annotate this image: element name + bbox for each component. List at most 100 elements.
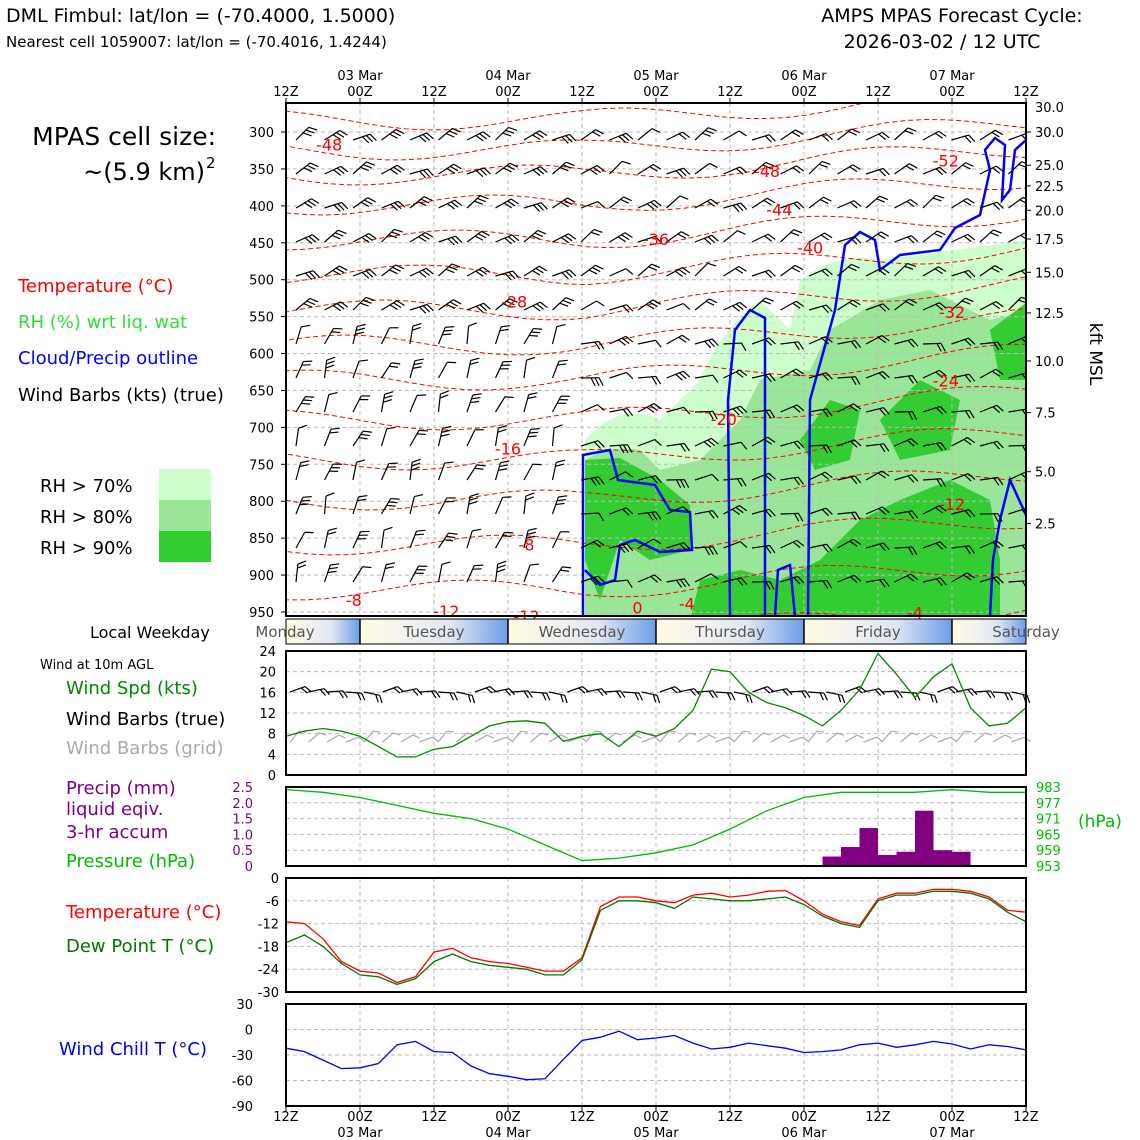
wind-barb-245: [580, 440, 605, 449]
barb-shaft: [979, 301, 997, 311]
barb-flag: [964, 410, 971, 419]
barb-shaft: [494, 564, 499, 583]
barb-flag: [905, 301, 914, 307]
barb-shaft: [381, 300, 398, 311]
barb-flag: [329, 431, 339, 434]
barb-flag: [826, 580, 833, 589]
true-barb-flag: [323, 688, 330, 696]
barb-flag: [740, 441, 748, 450]
wind-barb-37: [580, 165, 605, 175]
wind-barb-65: [637, 199, 662, 210]
true-barb-flag: [434, 690, 441, 698]
barb-shaft: [837, 376, 856, 379]
barb-flag: [325, 492, 335, 497]
barb-shaft: [1008, 580, 1026, 583]
true-barb-1: [308, 688, 330, 696]
barb-flag: [764, 235, 773, 242]
barb-flag: [683, 578, 691, 587]
wind-barb-183: [295, 360, 313, 379]
barb-flag: [968, 337, 976, 345]
barb-flag: [936, 578, 943, 587]
barb-flag: [991, 131, 1000, 138]
wind-barb-305: [808, 507, 833, 517]
weekday-saturday: Saturday: [992, 623, 1060, 641]
chill-tick-label: 0: [245, 1024, 253, 1039]
wind-barb-162: [437, 326, 455, 345]
barb-flag: [621, 234, 630, 241]
temp-contour-7: [286, 276, 1026, 321]
cycle-date: 2026-03-02 / 12 UTC: [844, 31, 1041, 53]
grid-barb-shaft: [363, 730, 374, 743]
true-barb-flag: [615, 690, 622, 699]
grid-barb-24: [733, 730, 751, 743]
true-barb-23: [715, 691, 736, 701]
barb-shaft: [437, 497, 448, 515]
barb-shaft: [381, 164, 398, 175]
true-barb-shaft: [1011, 691, 1028, 696]
barb-shaft: [580, 512, 600, 515]
rh70-label: RH > 70%: [40, 476, 133, 497]
grid-barb-30: [844, 734, 864, 743]
barb-shaft: [894, 163, 910, 175]
barb-shaft: [495, 234, 513, 243]
barb-flag: [793, 513, 800, 522]
wind-tick-label: 4: [268, 748, 276, 763]
barb-shaft: [609, 160, 623, 175]
barb-shaft: [637, 299, 654, 311]
barb-flag: [560, 569, 570, 572]
wind-barb-303: [751, 508, 776, 518]
barb-flag: [555, 463, 565, 467]
barb-flag: [967, 473, 976, 481]
barb-shaft: [523, 496, 527, 515]
barb-shaft: [352, 496, 360, 515]
grid-barb-flag: [964, 730, 973, 733]
wind-barb-206: [951, 373, 976, 383]
wind-barbs-upper: [295, 126, 1026, 590]
barb-flag: [507, 236, 516, 243]
wind-barb-98: [837, 236, 862, 245]
barb-flag: [474, 429, 484, 431]
precip-tick-label: 0: [245, 860, 253, 875]
wind-barb-176: [837, 339, 862, 349]
barb-flag: [907, 127, 917, 132]
barb-flag: [559, 399, 569, 401]
temp-contour-12: [286, 470, 1026, 511]
contour-label: -4: [907, 603, 923, 622]
wind-barb-137: [466, 302, 491, 313]
wind-barb-333: [865, 542, 890, 552]
barb-flag: [935, 507, 944, 514]
barb-shaft: [352, 395, 362, 413]
barb-flag: [765, 410, 772, 419]
wind-barb-260: [1008, 444, 1026, 454]
wind-barb-9: [523, 130, 548, 141]
barb-shaft: [894, 374, 913, 379]
barb-shaft: [1008, 471, 1026, 481]
barb-flag: [850, 576, 858, 584]
barb-flag: [446, 168, 455, 174]
barb-flag: [565, 297, 575, 302]
grid-barb-flag: [708, 734, 716, 739]
wind-barb-348: [551, 566, 572, 583]
barb-flag: [388, 501, 398, 504]
barb-flag: [326, 356, 336, 361]
grid-barb-flag: [486, 734, 494, 739]
barb-flag: [1021, 445, 1026, 454]
wind-barb-68: [723, 202, 748, 213]
barb-flag: [740, 342, 747, 352]
wind-barb-353: [694, 573, 719, 583]
true-barb-flag: [601, 688, 608, 696]
true-barb-shaft: [419, 690, 436, 693]
wind-barb-133: [352, 296, 375, 311]
barb-shaft: [694, 374, 713, 379]
wind-barb-352: [666, 578, 691, 588]
grid-barb-flag: [668, 730, 677, 733]
true-barb-25: [752, 685, 775, 694]
pressure-tick-label: 600: [249, 348, 274, 363]
barb-flag: [682, 303, 691, 311]
wind-barb-331: [808, 543, 833, 553]
wind-barb-122: [780, 264, 804, 277]
barb-flag: [362, 136, 370, 144]
barb-flag: [683, 479, 690, 488]
true-barb-shaft: [807, 691, 825, 694]
true-barb-flag: [670, 687, 678, 694]
